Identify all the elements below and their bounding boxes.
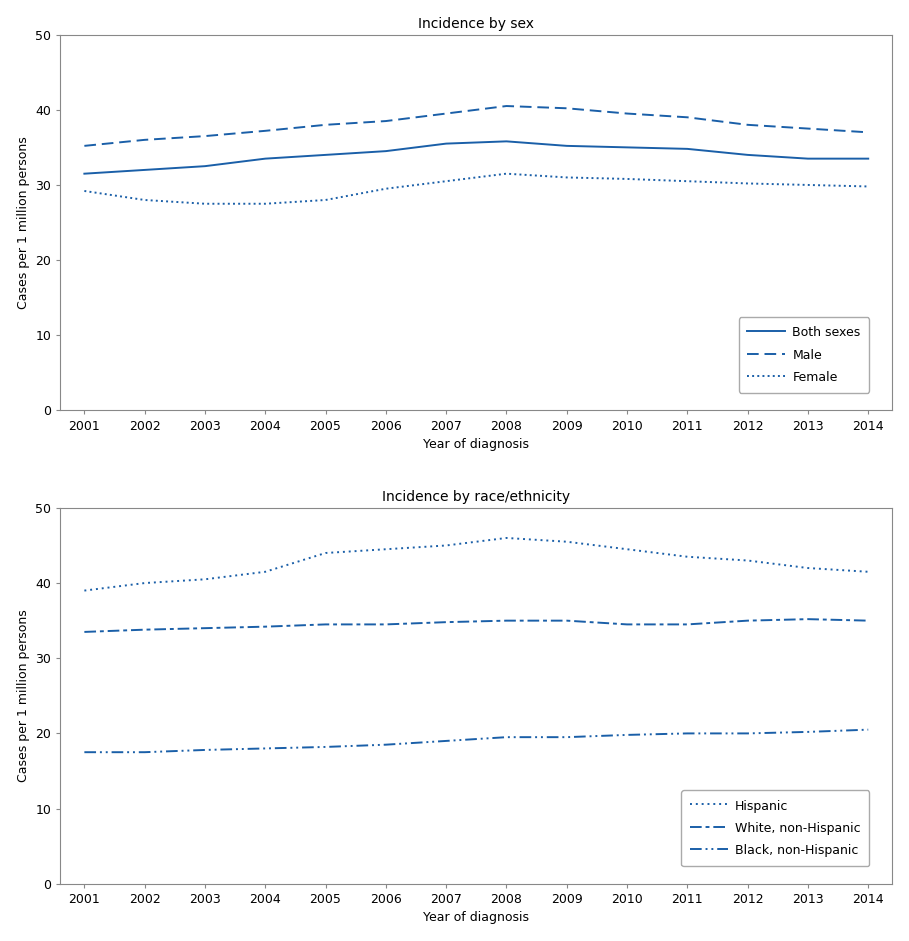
Hispanic bbox=[622, 544, 633, 555]
X-axis label: Year of diagnosis: Year of diagnosis bbox=[424, 439, 529, 451]
Female bbox=[139, 195, 150, 206]
Title: Incidence by sex: Incidence by sex bbox=[418, 17, 534, 31]
White, non-Hispanic bbox=[622, 619, 633, 630]
Legend: Both sexes, Male, Female: Both sexes, Male, Female bbox=[739, 317, 869, 393]
Legend: Hispanic, White, non-Hispanic, Black, non-Hispanic: Hispanic, White, non-Hispanic, Black, no… bbox=[682, 790, 869, 867]
White, non-Hispanic bbox=[501, 615, 512, 627]
Female bbox=[199, 199, 210, 210]
Male bbox=[139, 135, 150, 146]
White, non-Hispanic bbox=[380, 619, 391, 630]
Line: Black, non-Hispanic: Black, non-Hispanic bbox=[85, 729, 868, 752]
Both sexes bbox=[561, 140, 572, 152]
Female bbox=[561, 172, 572, 183]
Black, non-Hispanic bbox=[682, 727, 693, 739]
Male bbox=[501, 101, 512, 112]
White, non-Hispanic bbox=[441, 616, 452, 628]
White, non-Hispanic bbox=[320, 619, 331, 630]
Both sexes bbox=[863, 153, 874, 165]
Female bbox=[380, 183, 391, 195]
Female bbox=[260, 199, 271, 210]
Hispanic bbox=[803, 563, 814, 574]
Female bbox=[441, 176, 452, 187]
White, non-Hispanic bbox=[561, 615, 572, 627]
Hispanic bbox=[139, 578, 150, 589]
Both sexes bbox=[320, 150, 331, 161]
Male bbox=[320, 120, 331, 131]
Line: Both sexes: Both sexes bbox=[85, 141, 868, 174]
Black, non-Hispanic bbox=[79, 746, 90, 758]
Black, non-Hispanic bbox=[441, 735, 452, 746]
Both sexes bbox=[260, 153, 271, 165]
Both sexes bbox=[139, 165, 150, 176]
White, non-Hispanic bbox=[79, 627, 90, 638]
Black, non-Hispanic bbox=[501, 731, 512, 742]
Male bbox=[863, 127, 874, 138]
Female bbox=[682, 176, 693, 187]
Hispanic bbox=[682, 551, 693, 563]
Black, non-Hispanic bbox=[320, 742, 331, 753]
Line: White, non-Hispanic: White, non-Hispanic bbox=[85, 619, 868, 632]
Male bbox=[79, 140, 90, 152]
Both sexes bbox=[380, 146, 391, 157]
Hispanic bbox=[260, 566, 271, 578]
Black, non-Hispanic bbox=[199, 744, 210, 756]
Hispanic bbox=[320, 548, 331, 559]
Hispanic bbox=[79, 585, 90, 597]
White, non-Hispanic bbox=[742, 615, 753, 627]
Female bbox=[742, 178, 753, 189]
Line: Female: Female bbox=[85, 174, 868, 204]
Title: Incidence by race/ethnicity: Incidence by race/ethnicity bbox=[382, 490, 570, 504]
Both sexes bbox=[79, 168, 90, 180]
Male bbox=[561, 103, 572, 114]
White, non-Hispanic bbox=[803, 614, 814, 625]
Both sexes bbox=[742, 150, 753, 161]
Hispanic bbox=[501, 533, 512, 544]
White, non-Hispanic bbox=[863, 615, 874, 627]
Male bbox=[260, 125, 271, 136]
Y-axis label: Cases per 1 million persons: Cases per 1 million persons bbox=[16, 610, 30, 782]
Male bbox=[441, 108, 452, 120]
White, non-Hispanic bbox=[682, 619, 693, 630]
Black, non-Hispanic bbox=[803, 726, 814, 738]
Both sexes bbox=[622, 142, 633, 153]
Female bbox=[622, 173, 633, 184]
Hispanic bbox=[742, 555, 753, 566]
Male bbox=[682, 112, 693, 123]
Male bbox=[803, 123, 814, 135]
Hispanic bbox=[441, 540, 452, 551]
Black, non-Hispanic bbox=[260, 742, 271, 754]
Black, non-Hispanic bbox=[742, 727, 753, 739]
Male bbox=[622, 108, 633, 120]
Male bbox=[380, 116, 391, 127]
Black, non-Hispanic bbox=[863, 724, 874, 735]
X-axis label: Year of diagnosis: Year of diagnosis bbox=[424, 911, 529, 924]
Black, non-Hispanic bbox=[139, 746, 150, 758]
Line: Hispanic: Hispanic bbox=[85, 538, 868, 591]
Y-axis label: Cases per 1 million persons: Cases per 1 million persons bbox=[16, 136, 30, 309]
White, non-Hispanic bbox=[199, 623, 210, 634]
Both sexes bbox=[501, 136, 512, 147]
Both sexes bbox=[682, 143, 693, 154]
Female bbox=[501, 168, 512, 180]
White, non-Hispanic bbox=[260, 621, 271, 632]
Female bbox=[803, 180, 814, 191]
Hispanic bbox=[863, 566, 874, 578]
Both sexes bbox=[441, 138, 452, 150]
Female bbox=[320, 195, 331, 206]
Male bbox=[199, 131, 210, 142]
Black, non-Hispanic bbox=[561, 731, 572, 742]
Black, non-Hispanic bbox=[380, 739, 391, 750]
Hispanic bbox=[199, 574, 210, 585]
Hispanic bbox=[561, 536, 572, 548]
Female bbox=[863, 181, 874, 192]
Female bbox=[79, 185, 90, 197]
Both sexes bbox=[199, 161, 210, 172]
Black, non-Hispanic bbox=[622, 729, 633, 741]
White, non-Hispanic bbox=[139, 624, 150, 635]
Line: Male: Male bbox=[85, 106, 868, 146]
Hispanic bbox=[380, 544, 391, 555]
Both sexes bbox=[803, 153, 814, 165]
Male bbox=[742, 120, 753, 131]
